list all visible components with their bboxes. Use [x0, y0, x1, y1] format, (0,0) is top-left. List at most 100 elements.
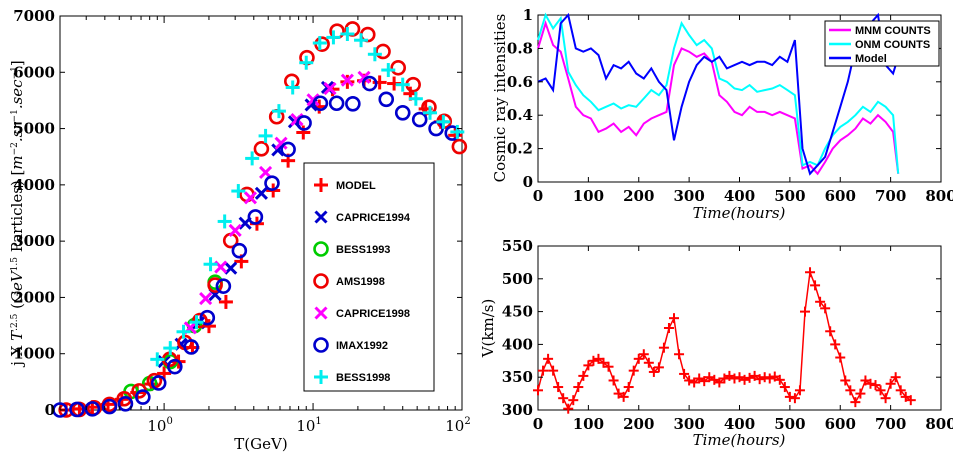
x-tick-label: 300 [673, 187, 704, 205]
x-axis-label: Time(hours) [693, 204, 786, 222]
data-point [117, 396, 134, 412]
data-point [189, 315, 204, 330]
y-tick-label: 0 [523, 173, 533, 191]
data-point [192, 312, 208, 329]
data-point [203, 257, 218, 272]
x-tick-label: 400 [724, 415, 755, 433]
plot-area [537, 245, 942, 411]
x-tick-label: 500 [774, 187, 805, 205]
data-point [769, 371, 780, 382]
data-point [345, 96, 361, 112]
x-tick-label: 800 [925, 187, 953, 205]
data-point [608, 375, 619, 386]
data-point [280, 141, 296, 158]
data-point [563, 403, 574, 414]
data-point [408, 91, 423, 106]
data-point [598, 357, 609, 368]
x-tick-label: 100 [573, 415, 604, 433]
data-point [568, 395, 579, 406]
data-point [759, 372, 770, 383]
data-point [436, 114, 451, 129]
data-point [533, 385, 543, 396]
data-point [794, 385, 805, 396]
data-point [815, 296, 826, 307]
data-point [285, 80, 300, 95]
data-point [296, 125, 311, 140]
legend-label: BESS1998 [336, 372, 390, 384]
data-point [739, 374, 750, 385]
data-point [679, 368, 690, 379]
x-tick-label: 600 [825, 415, 856, 433]
series-markers [533, 267, 916, 414]
y-tick-label: 6000 [13, 63, 55, 81]
data-point [855, 388, 866, 399]
data-point [150, 352, 165, 367]
data-point [274, 136, 288, 150]
data-point [805, 267, 816, 278]
data-point [217, 214, 232, 229]
x-tick-label: 101 [296, 416, 321, 435]
data-point [296, 115, 312, 131]
data-point [167, 358, 183, 375]
data-point [411, 111, 428, 128]
y-tick-label: 550 [502, 237, 533, 255]
x-tick-label: 102 [445, 416, 470, 435]
x-axis-label: T(GeV) [234, 435, 287, 453]
y-tick-label: 3000 [13, 232, 55, 250]
series-line-onm-counts [537, 12, 900, 174]
data-point [714, 377, 725, 388]
data-point [52, 402, 68, 418]
legend-marker [314, 178, 328, 192]
data-point [394, 105, 411, 121]
legend-label: MODEL [336, 180, 376, 192]
data-point [378, 91, 395, 108]
x-tick-label: 0 [533, 187, 543, 205]
data-point [845, 385, 856, 396]
data-point [328, 95, 345, 112]
series-imax1992 [52, 75, 461, 418]
data-point [613, 388, 624, 399]
data-point [835, 352, 846, 363]
legend-label: MNM COUNTS [855, 25, 931, 37]
data-point [774, 374, 785, 385]
y-axis-label: j X T.2.5 (GeV1.5 Particles) [m−2.sr−1.s… [8, 60, 26, 367]
data-point [390, 59, 407, 76]
data-point [870, 380, 881, 391]
data-point [875, 385, 886, 396]
x-axis-label: Time(hours) [693, 431, 786, 449]
data-point [900, 391, 911, 402]
data-point [450, 124, 465, 139]
legend-label: ONM COUNTS [855, 39, 930, 51]
series-line-model [537, 12, 900, 176]
data-point [553, 382, 564, 393]
data-point [543, 353, 554, 364]
legend-marker [313, 273, 329, 289]
y-tick-label: 1 [523, 6, 533, 24]
y-tick-label: 0.2 [507, 140, 533, 158]
legend-label: CAPRICE1994 [336, 212, 411, 224]
data-point [799, 306, 810, 317]
data-point [709, 374, 720, 385]
data-point [744, 372, 755, 383]
y-tick-label: 7000 [13, 7, 55, 25]
data-point [247, 209, 264, 225]
data-point [423, 105, 438, 120]
x-tick-label: 100 [573, 187, 604, 205]
data-point [361, 75, 378, 92]
data-point [254, 186, 268, 200]
data-point [694, 373, 705, 384]
data-point [684, 375, 695, 386]
data-point [588, 355, 599, 366]
y-axis-label: V(km/s) [479, 299, 497, 359]
data-point [885, 378, 896, 389]
legend-marker [313, 241, 329, 257]
data-point [340, 73, 354, 87]
data-point [638, 349, 649, 360]
legend-label: IMAX1992 [336, 340, 388, 352]
data-point [784, 391, 795, 402]
y-tick-label: 450 [502, 303, 533, 321]
series-bess1998 [150, 27, 465, 367]
legend-marker [313, 337, 329, 353]
data-point [658, 342, 669, 353]
